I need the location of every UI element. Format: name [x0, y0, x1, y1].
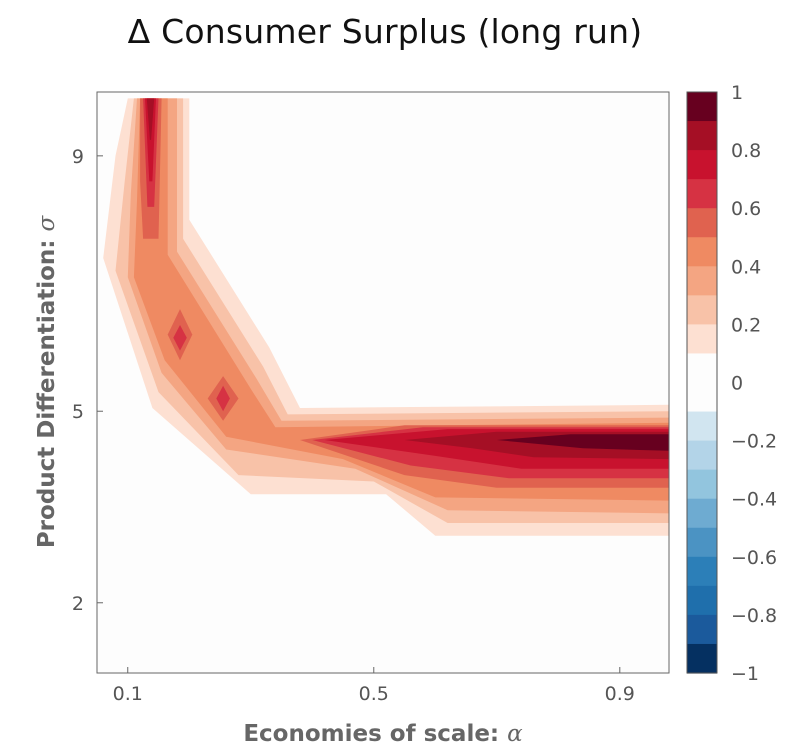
colorbar-band-16 [687, 556, 717, 587]
colorbar-tick-label-1: 0.8 [731, 140, 761, 162]
colorbar-tick-label-7: −0.4 [731, 489, 777, 511]
y-axis-title: Product Differentiation: σ [34, 215, 60, 549]
colorbar-band-0 [687, 92, 717, 122]
x-tick-label-0: 0.1 [113, 683, 143, 705]
colorbar-tick-label-10: −1 [731, 663, 759, 685]
colorbar-band-2 [687, 150, 717, 180]
colorbar-labels: 1 0.8 0.6 0.4 0.2 0 −0.2 −0.4 −0.6 −0.8 −1 [731, 82, 777, 685]
colorbar-tick-label-3: 0.4 [731, 256, 761, 278]
colorbar-band-5 [687, 237, 717, 267]
x-axis-title: Economies of scale: α [243, 721, 523, 747]
colorbar-band-10 [687, 382, 717, 413]
colorbar-band-9 [687, 353, 717, 384]
contour-region-14 [146, 98, 155, 140]
colorbar-band-13 [687, 469, 717, 500]
colorbar [687, 92, 717, 674]
y-axis-title-text: Product Differentiation: [34, 232, 60, 549]
colorbar-band-8 [687, 324, 717, 355]
y-tick-label-0: 2 [72, 593, 84, 615]
x-axis-ticks: 0.1 0.5 0.9 [113, 667, 635, 705]
y-tick-label-2: 9 [72, 146, 84, 168]
colorbar-band-17 [687, 585, 717, 616]
contour-region-11 [216, 385, 230, 412]
colorbar-band-15 [687, 527, 717, 558]
colorbar-band-12 [687, 440, 717, 471]
y-axis-ticks: 2 5 9 [72, 146, 103, 615]
colorbar-band-7 [687, 295, 717, 325]
contour-region-16 [496, 434, 669, 451]
colorbar-band-14 [687, 498, 717, 529]
colorbar-tick-label-9: −0.8 [731, 605, 777, 627]
plot-frame [96, 91, 670, 674]
colorbar-frame [686, 91, 718, 674]
colorbar-band-11 [687, 411, 717, 442]
contour-region-10 [173, 325, 187, 351]
colorbar-band-4 [687, 208, 717, 238]
colorbar-tick-label-6: −0.2 [731, 431, 777, 453]
colorbar-tick-label-5: 0 [731, 373, 743, 395]
colorbar-band-3 [687, 179, 717, 209]
x-axis-symbol: α [507, 721, 523, 747]
colorbar-band-18 [687, 614, 717, 645]
colorbar-tick-label-8: −0.6 [731, 547, 777, 569]
colorbar-tick-label-0: 1 [731, 82, 743, 104]
x-tick-label-1: 0.5 [359, 683, 389, 705]
colorbar-band-19 [687, 643, 717, 674]
colorbar-tick-label-2: 0.6 [731, 198, 761, 220]
colorbar-tick-label-4: 0.2 [731, 314, 761, 336]
x-axis-title-text: Economies of scale: [243, 721, 507, 747]
chart-title: Δ Consumer Surplus (long run) [127, 12, 643, 51]
y-tick-label-1: 5 [72, 401, 84, 423]
colorbar-band-6 [687, 266, 717, 296]
colorbar-band-1 [687, 121, 717, 151]
contour-fills [103, 98, 669, 536]
x-tick-label-2: 0.9 [605, 683, 635, 705]
y-axis-symbol: σ [34, 215, 60, 232]
